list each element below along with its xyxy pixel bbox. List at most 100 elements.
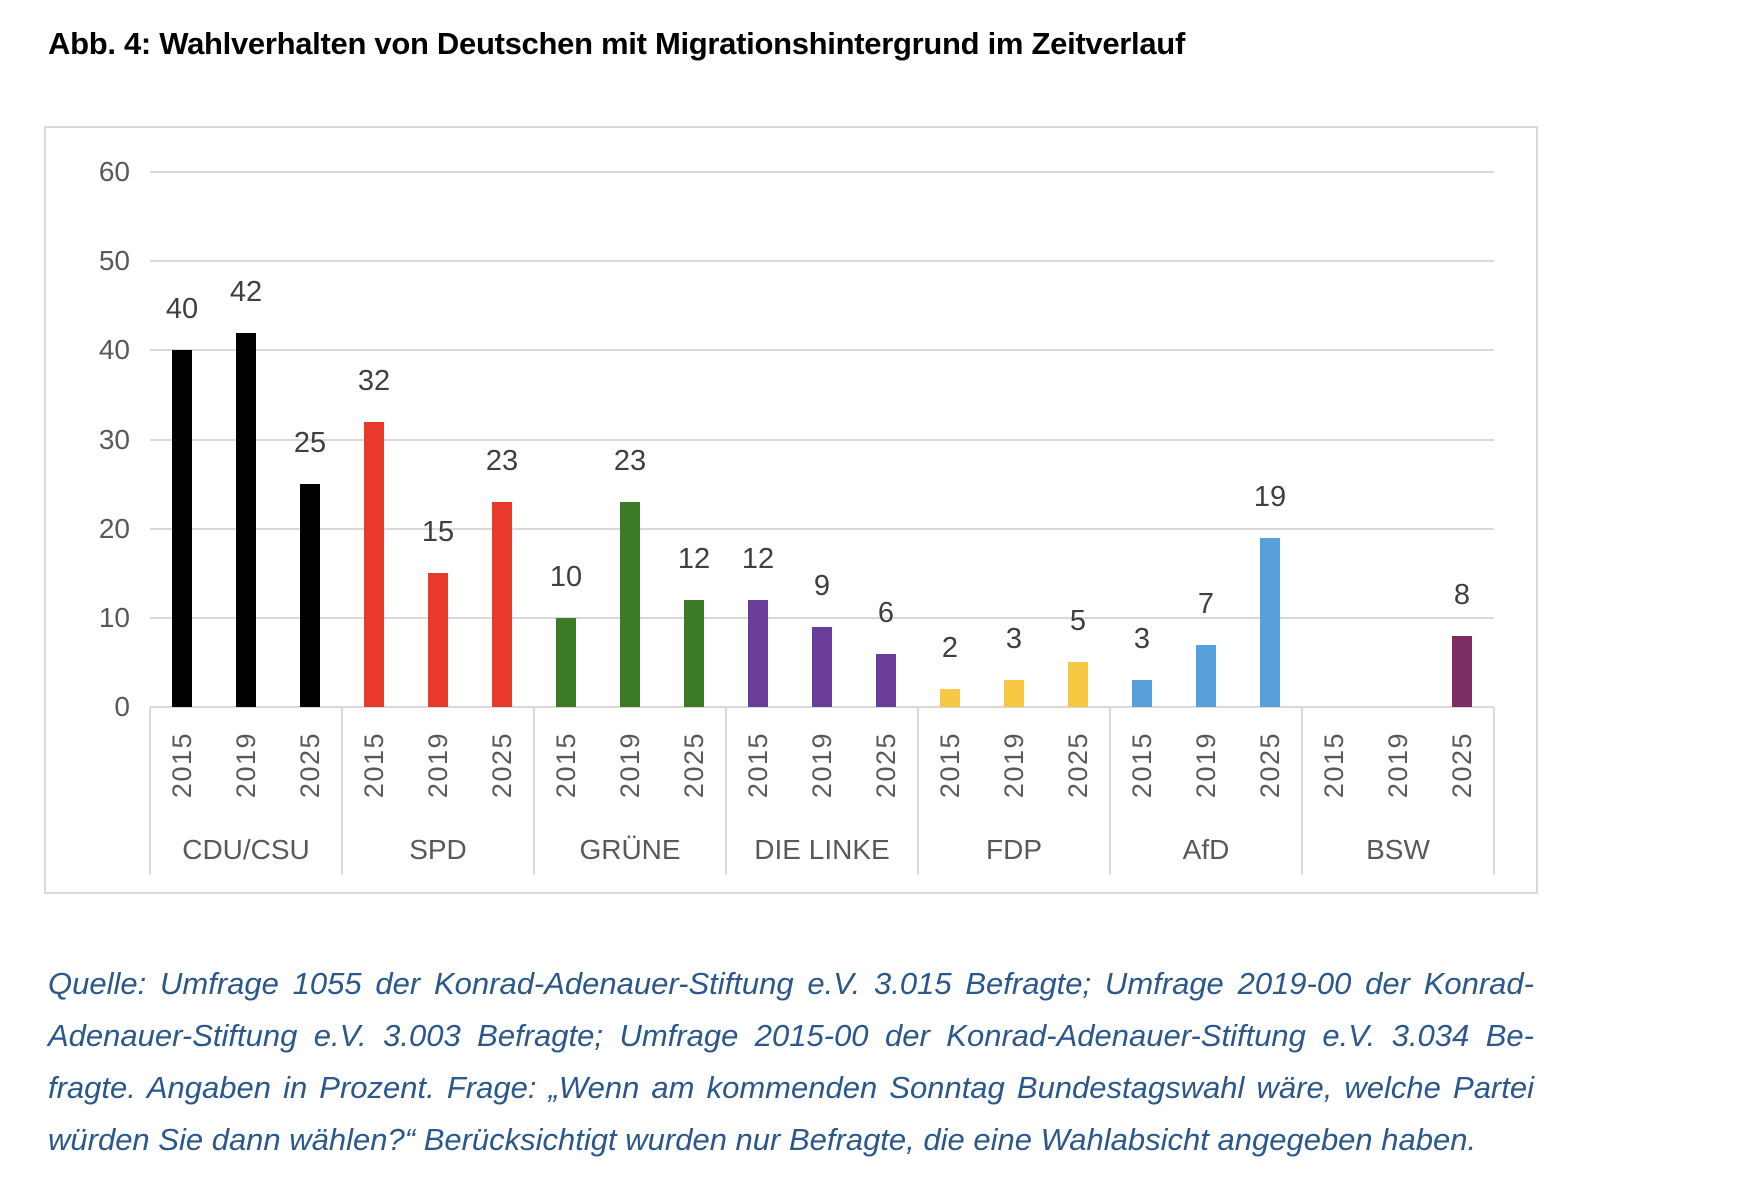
y-axis-tick-label: 10 [98,601,130,633]
bar-value-label: 25 [293,427,327,460]
year-tick-label: 2015 [1110,717,1174,813]
bar [172,350,192,707]
year-tick-text: 2019 [1382,731,1413,799]
bar-value-label: 5 [1069,605,1087,638]
bar [1132,680,1152,707]
group-separator [1109,707,1111,875]
bar [684,600,704,707]
year-tick-label: 2019 [1174,717,1238,813]
bar-value-label: 6 [877,596,895,629]
bar [364,421,384,707]
source-note: Quelle: Umfrage 1055 der Konrad-Adenauer… [48,958,1534,1166]
year-tick-text: 2015 [358,731,389,799]
year-tick-label: 2019 [1366,717,1430,813]
year-tick-text: 2019 [230,731,261,799]
bar [876,653,896,707]
year-tick-label: 2015 [534,717,598,813]
bar-value-label: 2 [941,632,959,665]
bar [428,573,448,707]
bar-value-label: 7 [1197,587,1215,620]
y-axis-tick-label: 20 [98,512,130,544]
year-tick-text: 2019 [998,731,1029,799]
y-axis-tick-label: 60 [98,156,130,187]
chart-frame: 0 10 20 30 40 50 60 CDU/CSU 2015 40 2019 42 2025 25 SP… [44,126,1538,894]
year-tick-text: 2025 [486,731,517,799]
year-tick-text: 2025 [294,731,325,799]
year-tick-label: 2019 [790,717,854,813]
year-tick-label: 2025 [1046,717,1110,813]
bar [1068,662,1088,707]
bar-value-label: 23 [613,444,647,477]
gridline [150,260,1494,263]
year-tick-label: 2025 [662,717,726,813]
source-line: würden Sie dann wählen?“ Berücksichtigt … [48,1122,1477,1157]
year-tick-text: 2025 [678,731,709,799]
group-separator [1301,707,1303,875]
group-separator [341,707,343,875]
group-separator [533,707,535,875]
bar-value-label: 9 [813,569,831,602]
year-tick-text: 2015 [1318,731,1349,799]
bar-value-label: 12 [741,543,775,575]
year-tick-text: 2015 [742,731,773,799]
figure-title: Abb. 4: Wahlverhalten von Deutschen mit … [48,26,1185,61]
group-separator [1493,707,1495,875]
year-tick-label: 2025 [278,717,342,813]
year-tick-text: 2019 [806,731,837,799]
party-label: GRÜNE [579,834,681,865]
year-tick-label: 2015 [1302,717,1366,813]
year-tick-label: 2025 [1430,717,1494,813]
y-axis-tick-label: 30 [98,423,130,455]
year-tick-text: 2015 [550,731,581,799]
bar-value-label: 42 [229,275,263,308]
bar [300,484,320,707]
party-label: BSW [1366,834,1430,865]
bar [236,332,256,707]
group-separator [149,707,151,875]
bar [1260,537,1280,707]
year-tick-text: 2019 [1190,731,1221,799]
party-label: AfD [1182,834,1230,865]
bar [812,626,832,707]
year-tick-label: 2019 [982,717,1046,813]
year-tick-label: 2019 [598,717,662,813]
bar [492,501,512,707]
bar-value-label: 3 [1005,623,1023,656]
gridline [150,171,1494,173]
bar-value-label: 8 [1453,578,1471,611]
gridline [150,349,1494,352]
bar [748,600,768,707]
y-axis-tick-label: 40 [98,334,130,366]
year-tick-label: 2019 [214,717,278,813]
year-tick-label: 2015 [150,717,214,813]
bar [556,617,576,707]
year-tick-label: 2015 [918,717,982,813]
gridline [150,527,1494,530]
year-tick-label: 2025 [854,717,918,813]
gridline [150,706,1494,708]
year-tick-text: 2015 [1126,731,1157,799]
bar-value-label: 10 [549,560,583,593]
year-tick-text: 2015 [166,731,197,799]
year-tick-label: 2015 [342,717,406,813]
year-tick-text: 2025 [870,731,901,799]
bar [1004,680,1024,707]
bar-value-label: 23 [485,444,519,477]
bar [620,501,640,707]
y-axis-tick-label: 50 [98,245,130,277]
party-label: CDU/CSU [182,834,310,865]
year-tick-text: 2019 [422,731,453,799]
y-axis-tick-label: 0 [114,691,130,722]
bar-value-label: 12 [677,543,711,575]
gridline [150,616,1494,619]
bar-value-label: 3 [1133,623,1151,656]
gridline [150,438,1494,441]
year-tick-text: 2019 [614,731,645,799]
year-tick-label: 2025 [470,717,534,813]
bar-value-label: 40 [165,293,199,326]
bar [1452,635,1472,707]
bar [940,689,960,707]
source-line: Quelle: Umfrage 1055 der Konrad-Adenauer… [48,966,1534,1001]
year-tick-text: 2025 [1062,731,1093,799]
